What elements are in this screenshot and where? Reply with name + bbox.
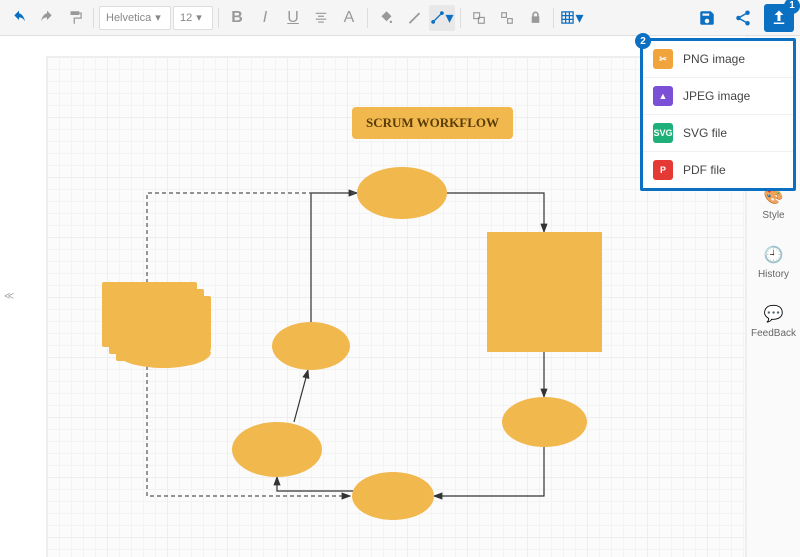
node-top_ellipse[interactable]: [357, 167, 447, 219]
export-menu-item[interactable]: SVG SVG file: [643, 114, 793, 151]
font-size-label: 12: [180, 12, 192, 24]
pdf-icon: P: [653, 160, 673, 180]
chevron-down-icon: ▾: [155, 11, 161, 24]
export-menu-item[interactable]: P PDF file: [643, 151, 793, 188]
separator: [553, 8, 554, 28]
separator: [460, 8, 461, 28]
connector-icon[interactable]: ▾: [429, 5, 455, 31]
history-icon: 🕘: [764, 245, 784, 265]
undo-icon[interactable]: [6, 5, 32, 31]
lock-icon[interactable]: [522, 5, 548, 31]
rail-label: FeedBack: [751, 328, 796, 339]
export-item-label: JPEG image: [683, 89, 750, 103]
paint-format-icon[interactable]: [62, 5, 88, 31]
right-actions: 1: [692, 4, 794, 32]
export-menu: 2 ✂PNG image ▲JPEG image SVGSVG file PPD…: [640, 38, 796, 191]
node-left_mid[interactable]: [272, 322, 350, 370]
font-family-label: Helvetica: [106, 12, 151, 24]
separator: [93, 8, 94, 28]
export-button[interactable]: 1: [764, 4, 794, 32]
diagram-title[interactable]: SCRUM WORKFLOW: [352, 107, 513, 139]
png-icon: ✂: [653, 49, 673, 69]
separator: [367, 8, 368, 28]
panel-collapse-icon[interactable]: ≪: [0, 36, 18, 557]
jpeg-icon: ▲: [653, 86, 673, 106]
svg-icon: SVG: [653, 123, 673, 143]
save-button[interactable]: [692, 4, 722, 32]
canvas-area[interactable]: SCRUM WORKFLOW: [18, 36, 746, 557]
export-menu-item[interactable]: ✂ PNG image: [643, 41, 793, 77]
callout-1: 1: [784, 0, 800, 14]
separator: [218, 8, 219, 28]
node-left_low[interactable]: [232, 422, 322, 477]
bold-icon[interactable]: B: [224, 5, 250, 31]
export-item-label: PDF file: [683, 163, 726, 177]
rail-label: Style: [762, 210, 784, 221]
grid-icon[interactable]: ▾: [559, 5, 585, 31]
chevron-down-icon: ▾: [196, 11, 202, 24]
rail-label: History: [758, 269, 789, 280]
ungroup-icon[interactable]: [494, 5, 520, 31]
redo-icon[interactable]: [34, 5, 60, 31]
font-family-select[interactable]: Helvetica ▾: [99, 6, 171, 30]
feedback-icon: 💬: [764, 304, 784, 324]
line-icon[interactable]: [401, 5, 427, 31]
feedback-tab[interactable]: 💬 FeedBack: [751, 304, 796, 339]
group-icon[interactable]: [466, 5, 492, 31]
underline-icon[interactable]: U: [280, 5, 306, 31]
style-tab[interactable]: 🎨Style: [762, 186, 784, 221]
share-button[interactable]: [728, 4, 758, 32]
history-tab[interactable]: 🕘 History: [758, 245, 789, 280]
export-item-label: SVG file: [683, 126, 727, 140]
text-color-icon[interactable]: A: [336, 5, 362, 31]
node-docs[interactable]: [102, 282, 212, 362]
toolbar: Helvetica ▾ 12 ▾ B I U A ▾ ▾ 1: [0, 0, 800, 36]
node-bottom_ellipse[interactable]: [352, 472, 434, 520]
italic-icon[interactable]: I: [252, 5, 278, 31]
node-right_rect[interactable]: [487, 232, 602, 352]
export-item-label: PNG image: [683, 52, 745, 66]
callout-2: 2: [635, 33, 651, 49]
node-right_ellipse[interactable]: [502, 397, 587, 447]
fill-color-icon[interactable]: [373, 5, 399, 31]
font-size-select[interactable]: 12 ▾: [173, 6, 213, 30]
export-menu-item[interactable]: ▲ JPEG image: [643, 77, 793, 114]
align-icon[interactable]: [308, 5, 334, 31]
